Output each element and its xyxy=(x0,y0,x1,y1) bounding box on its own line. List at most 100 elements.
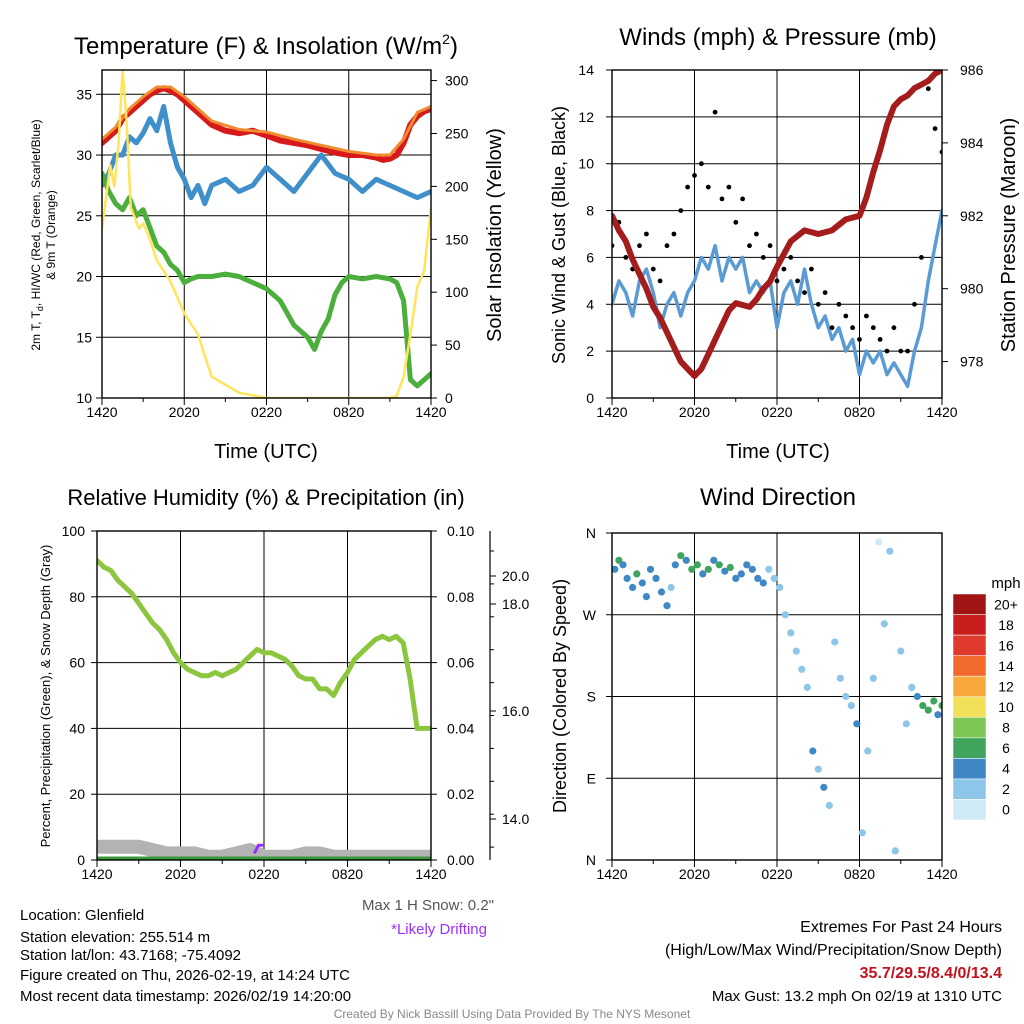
gust-point xyxy=(733,219,739,225)
winds-ytick-label: 8 xyxy=(586,203,594,219)
solar-ytick-label: 50 xyxy=(445,337,461,353)
direction-point xyxy=(663,602,671,610)
direction-point xyxy=(908,683,916,692)
gust-point xyxy=(699,161,704,167)
rh-ytick-label: 80 xyxy=(69,589,85,605)
latlon-text: Station lat/lon: 43.7168; -75.4092 xyxy=(20,947,242,964)
gust-point xyxy=(644,231,649,237)
direction-point xyxy=(682,556,690,564)
solar-ytick-label: 300 xyxy=(445,73,469,89)
snow-ytick-label: 14.0 xyxy=(502,811,529,827)
temp-xtick-label: 1420 xyxy=(86,404,117,420)
solar-y2label: Solar Insolation (Yellow) xyxy=(484,128,506,342)
rh-xtick-label: 2020 xyxy=(165,866,196,882)
direction-point xyxy=(671,561,679,569)
direction-point xyxy=(732,574,740,583)
legend-label: 18 xyxy=(998,617,1014,633)
direction-point xyxy=(836,674,844,682)
precip-ytick-label: 0.10 xyxy=(447,523,474,539)
gust-point xyxy=(822,290,828,295)
temperature-panel: Temperature (F) & Insolation (W/m2) 2m T… xyxy=(29,31,506,463)
precip-ytick-label: 0.04 xyxy=(447,720,474,736)
rh-xtick-label: 1420 xyxy=(415,866,446,882)
winds-xtick-label: 2020 xyxy=(679,404,710,420)
gust-point xyxy=(870,325,876,331)
direction-point xyxy=(619,561,627,569)
credit-text: Created By Nick Bassill Using Data Provi… xyxy=(333,1007,691,1021)
direction-point xyxy=(721,567,729,575)
winds-ytick-label: 6 xyxy=(586,249,594,265)
legend-swatch xyxy=(952,799,987,821)
legend-label: 8 xyxy=(1002,720,1010,736)
gust-point xyxy=(747,243,752,249)
direction-point xyxy=(688,565,696,573)
legend-swatch xyxy=(952,655,987,677)
temperature-ylabel-line2: & 9m T (Orange) xyxy=(44,190,58,280)
direction-point xyxy=(726,563,734,572)
gust-point xyxy=(726,184,732,190)
temp-ytick-label: 20 xyxy=(76,269,92,285)
direction-point xyxy=(792,647,800,655)
direction-point xyxy=(880,620,888,628)
legend-swatch xyxy=(952,717,987,739)
legend-swatch xyxy=(952,593,987,615)
rh-xtick-label: 0220 xyxy=(248,866,279,882)
elevation-text: Station elevation: 255.514 m xyxy=(20,929,211,946)
legend-swatch xyxy=(952,614,987,636)
gust-point xyxy=(781,266,787,272)
legend-label: 20+ xyxy=(994,596,1018,612)
direction-point xyxy=(629,583,637,592)
winds-xtick-label: 1420 xyxy=(596,404,627,420)
temp-xtick-label: 0220 xyxy=(251,404,282,420)
legend-label: 10 xyxy=(998,699,1014,715)
dir-xtick-label: 1420 xyxy=(926,866,957,882)
direction-point xyxy=(902,720,910,728)
humidity-plot: 0 20 40 60 80 100 0.00 0.02 0.04 0.06 0.08 0.10 14.0… xyxy=(62,523,530,882)
winds-ytick-label: 0 xyxy=(586,390,594,406)
pressure-ytick-label: 982 xyxy=(960,208,984,224)
gust-point xyxy=(925,86,931,92)
temp-ytick-label: 35 xyxy=(76,86,92,102)
direction-point xyxy=(924,706,932,714)
gust-point xyxy=(802,290,807,295)
direction-point xyxy=(677,552,685,560)
direction-point xyxy=(667,583,675,592)
gust-point xyxy=(637,243,642,249)
winds-ytick-label: 2 xyxy=(586,343,594,359)
direction-point xyxy=(737,570,745,578)
winds-title: Winds (mph) & Pressure (mb) xyxy=(619,24,936,51)
gust-point xyxy=(891,325,897,331)
direction-point xyxy=(869,674,877,682)
dir-border xyxy=(611,532,943,861)
winds-ytick-label: 14 xyxy=(578,62,594,78)
direction-point xyxy=(814,765,822,773)
direction-point xyxy=(803,683,811,692)
direction-point xyxy=(704,565,712,573)
gust-point xyxy=(912,301,917,307)
gust-point xyxy=(692,173,697,178)
extremes-title: Extremes For Past 24 Hours xyxy=(800,919,1002,936)
direction-ylabel: Direction (Colored By Speed) xyxy=(550,579,570,813)
temperature-title: Temperature (F) & Insolation (W/m2) xyxy=(74,31,458,60)
precip-ytick-label: 0.06 xyxy=(447,655,474,671)
dir-ytick-label: N xyxy=(586,525,596,541)
direction-point xyxy=(633,570,641,578)
precip-ytick-label: 0.02 xyxy=(447,786,474,802)
direction-point xyxy=(864,747,872,755)
direction-point xyxy=(919,702,927,710)
direction-point xyxy=(891,847,899,855)
snow-ytick-label: 20.0 xyxy=(502,568,529,584)
legend-label: 6 xyxy=(1002,740,1010,756)
gust-point xyxy=(788,255,794,260)
dir-xtick-label: 2020 xyxy=(679,866,710,882)
temp-ytick-label: 25 xyxy=(76,208,92,224)
precip-ytick-label: 0.08 xyxy=(447,589,474,605)
winds-ytick-label: 12 xyxy=(578,109,594,125)
direction-point xyxy=(858,829,866,837)
winds-ylabel: Sonic Wind & Gust (Blue, Black) xyxy=(549,106,569,364)
extremes-subtitle: (High/Low/Max Wind/Precipitation/Snow De… xyxy=(664,942,1002,959)
series-hi-wc xyxy=(102,103,431,207)
gust-point xyxy=(850,325,855,331)
solar-ytick-label: 250 xyxy=(445,125,469,141)
